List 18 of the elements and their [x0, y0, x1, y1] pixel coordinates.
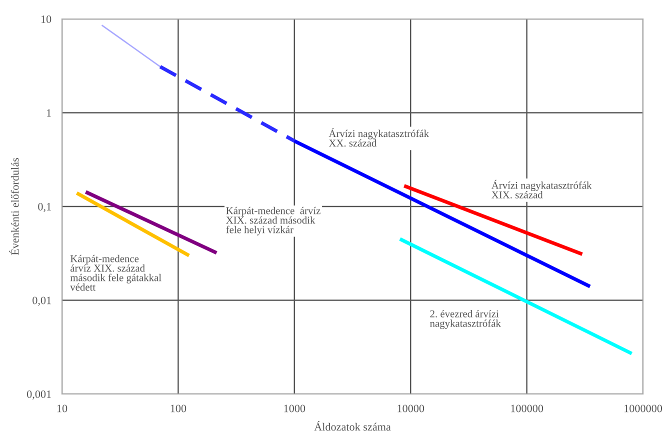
x-axis-title: Áldozatok száma [314, 421, 391, 431]
y-tick-label: 0,01 [32, 296, 51, 306]
annotation: Árvízi nagykatasztrófák XX. század [328, 128, 430, 147]
y-axis-title: Évenkénti előfordulás [9, 158, 19, 256]
x-tick-label: 100 [170, 404, 186, 412]
y-tick-label: 0,1 [38, 202, 51, 212]
x-tick-label: 1000000 [624, 404, 662, 412]
x-tick-label: 1000 [284, 404, 306, 412]
annotation: Árvízi nagykatasztrófák XIX. század [491, 180, 592, 198]
annotation: Kárpát-medence árvíz XIX. század második fele helyi vízkár [226, 206, 320, 236]
x-tick-label: 100000 [511, 404, 544, 412]
y-tick-label: 1 [47, 109, 51, 117]
annotation: 2. évezred árvízi nagykatasztrófák [430, 310, 501, 330]
x-tick-label: 10000 [398, 404, 424, 412]
annotation: Kárpát-medence árvíz XIX. század második fele gátakkal védett [70, 254, 162, 291]
x-tick-label: 10 [57, 404, 68, 412]
y-tick-label: 0,001 [27, 390, 51, 400]
y-tick-label: 10 [41, 15, 52, 23]
